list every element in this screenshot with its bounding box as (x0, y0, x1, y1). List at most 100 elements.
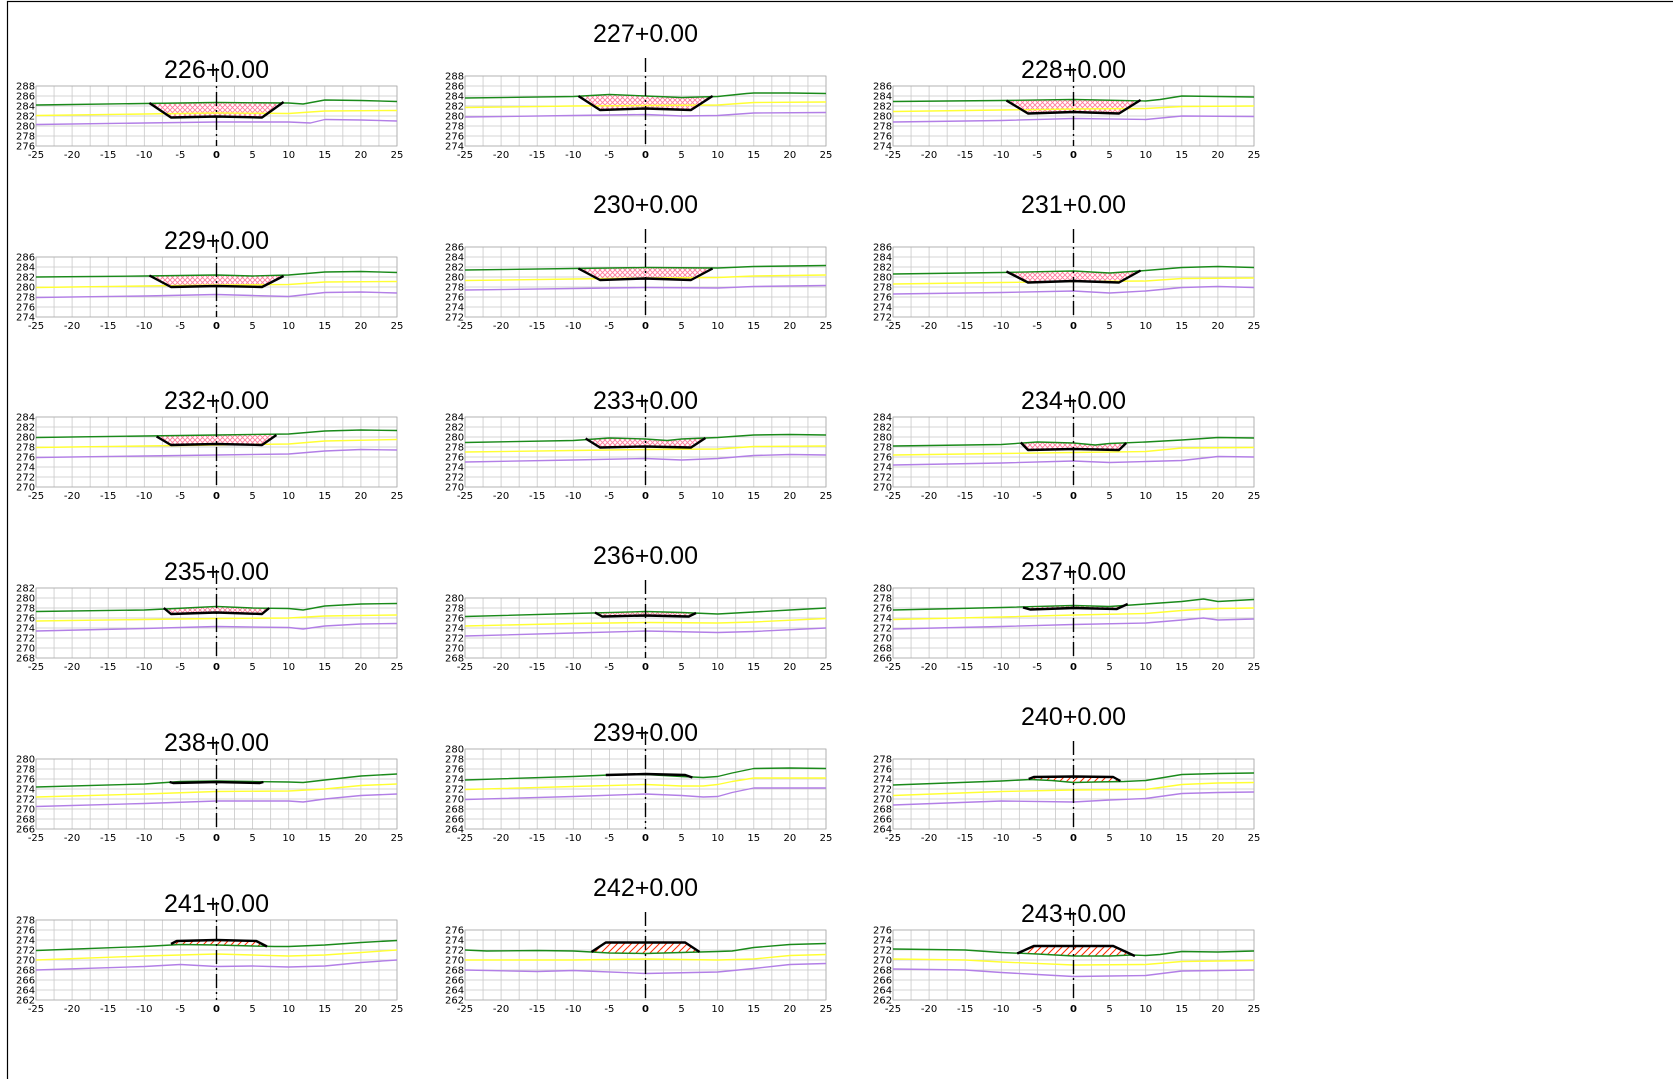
x-tick-label: 25 (391, 150, 404, 161)
y-tick-label: 276 (445, 293, 464, 304)
y-tick-label: 280 (16, 594, 35, 605)
y-tick-label: 276 (445, 765, 464, 776)
y-tick-label: 278 (873, 283, 892, 294)
ground-line (892, 436, 1255, 447)
x-tick-label: 5 (1106, 833, 1112, 844)
x-tick-label: 25 (820, 1004, 833, 1015)
section-title: 242+0.00 (593, 874, 698, 902)
x-tick-label: 0 (213, 150, 220, 161)
ground-line (35, 270, 398, 278)
layer-violet-line (892, 115, 1255, 123)
y-tick-label: 274 (445, 303, 464, 314)
x-tick-label: 25 (1248, 833, 1261, 844)
x-tick-label: -5 (604, 1004, 614, 1015)
section-title: 236+0.00 (593, 542, 698, 570)
y-tick-label: 270 (16, 483, 35, 494)
x-tick-label: -25 (28, 662, 44, 673)
x-tick-label: 20 (1212, 491, 1225, 502)
x-tick-label: -25 (28, 833, 44, 844)
x-tick-label: 10 (1139, 150, 1152, 161)
y-tick-label: 274 (873, 775, 892, 786)
ground-line (464, 767, 827, 781)
x-tick-label: -20 (64, 1004, 80, 1015)
y-tick-label: 278 (873, 594, 892, 605)
x-tick-label: 10 (282, 662, 295, 673)
x-tick-label: -5 (604, 833, 614, 844)
x-tick-label: -15 (100, 150, 116, 161)
x-tick-label: -15 (529, 150, 545, 161)
y-tick-label: 268 (445, 966, 464, 977)
layer-violet-line (892, 617, 1255, 630)
x-tick-label: 15 (1175, 833, 1188, 844)
x-tick-label: -10 (565, 491, 581, 502)
layer-violet-line (464, 962, 827, 975)
x-tick-label: -20 (493, 150, 509, 161)
y-tick-label: 278 (445, 755, 464, 766)
y-tick-label: 272 (873, 313, 892, 324)
x-tick-label: 25 (1248, 150, 1261, 161)
y-tick-label: 272 (16, 634, 35, 645)
ground-line (35, 99, 398, 106)
x-tick-label: 25 (391, 1004, 404, 1015)
x-tick-label: -20 (493, 833, 509, 844)
y-tick-label: 284 (445, 92, 464, 103)
x-tick-label: 0 (642, 1004, 649, 1015)
x-tick-label: 20 (355, 491, 368, 502)
y-tick-label: 282 (445, 423, 464, 434)
y-tick-label: 280 (445, 594, 464, 605)
y-tick-label: 282 (16, 112, 35, 123)
x-tick-label: -10 (136, 150, 152, 161)
y-tick-label: 276 (873, 293, 892, 304)
y-tick-label: 268 (16, 654, 35, 665)
x-tick-label: 5 (678, 1004, 684, 1015)
ground-line (892, 265, 1255, 275)
x-tick-label: -20 (64, 662, 80, 673)
layer-violet-line (35, 118, 398, 126)
sheet-border (6, 0, 1673, 1079)
y-tick-label: 266 (445, 815, 464, 826)
y-tick-label: 280 (16, 433, 35, 444)
x-tick-label: -10 (993, 321, 1009, 332)
x-tick-label: -15 (529, 662, 545, 673)
ground-line (464, 433, 827, 444)
y-tick-label: 268 (873, 805, 892, 816)
y-tick-label: 284 (445, 253, 464, 264)
y-tick-label: 274 (445, 142, 464, 153)
y-tick-label: 276 (16, 142, 35, 153)
x-tick-label: -15 (957, 662, 973, 673)
y-tick-label: 274 (16, 313, 35, 324)
x-tick-label: 25 (1248, 1004, 1261, 1015)
y-tick-label: 276 (445, 614, 464, 625)
x-tick-label: -20 (921, 1004, 937, 1015)
x-tick-label: 5 (249, 662, 255, 673)
x-tick-label: 0 (1070, 150, 1077, 161)
y-tick-label: 278 (445, 283, 464, 294)
ground-line (35, 429, 398, 439)
x-tick-label: -15 (957, 321, 973, 332)
y-tick-label: 268 (445, 654, 464, 665)
x-tick-label: 25 (1248, 491, 1261, 502)
y-tick-label: 278 (873, 122, 892, 133)
x-tick-label: -10 (993, 491, 1009, 502)
x-tick-label: -5 (604, 662, 614, 673)
x-tick-label: 0 (1070, 1004, 1077, 1015)
x-tick-label: 0 (642, 833, 649, 844)
x-tick-label: 10 (1139, 491, 1152, 502)
x-tick-label: -15 (100, 1004, 116, 1015)
x-tick-label: -10 (565, 321, 581, 332)
y-tick-label: 284 (16, 413, 35, 424)
x-tick-label: 10 (1139, 321, 1152, 332)
x-tick-label: 15 (1175, 1004, 1188, 1015)
y-tick-label: 276 (873, 926, 892, 937)
x-tick-label: 20 (784, 833, 797, 844)
x-tick-label: -20 (64, 150, 80, 161)
x-tick-label: 0 (1070, 833, 1077, 844)
x-tick-label: -20 (493, 321, 509, 332)
x-tick-label: -20 (921, 491, 937, 502)
